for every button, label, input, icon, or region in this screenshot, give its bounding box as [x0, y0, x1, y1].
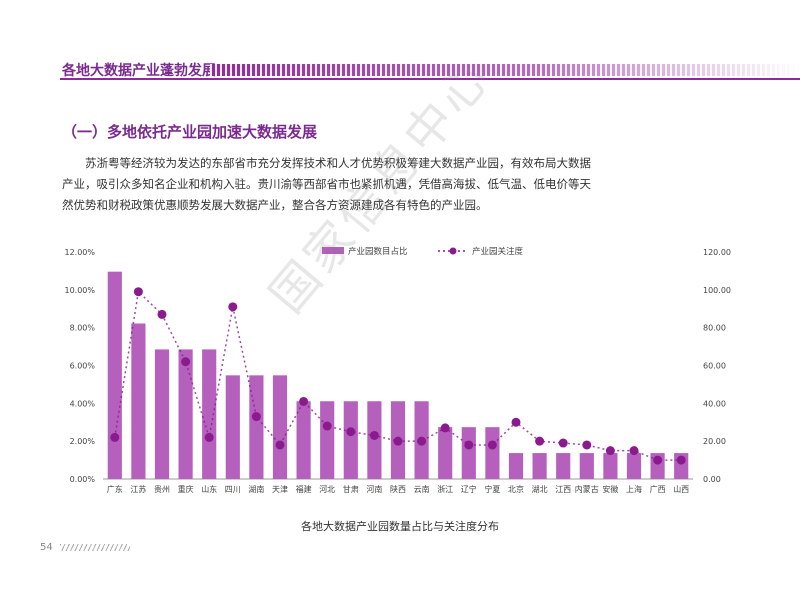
y-right-tick-label: 80.00 — [703, 324, 726, 333]
x-tick-label: 内蒙古 — [575, 484, 599, 494]
line-point — [558, 438, 568, 448]
x-tick-label: 广东 — [107, 484, 123, 494]
line-point — [346, 427, 356, 437]
x-tick-label: 山西 — [673, 484, 689, 494]
body-paragraph: 苏浙粤等经济较为发达的东部省市充分发挥技术和人才优势积极筹建大数据产业园，有效布… — [62, 156, 591, 212]
x-tick-label: 江西 — [555, 485, 571, 494]
header-bar — [60, 78, 800, 80]
bar — [343, 401, 358, 479]
bar — [603, 453, 618, 479]
x-tick-label: 河北 — [319, 484, 335, 494]
line-point — [676, 455, 686, 465]
bar — [178, 349, 193, 479]
chart-caption: 各地大数据产业园数量占比与关注度分布 — [301, 520, 499, 533]
bar — [272, 375, 288, 479]
legend-line-label: 产业园关注度 — [472, 246, 524, 257]
line-point — [653, 455, 663, 465]
x-tick-label: 宁夏 — [484, 484, 500, 494]
header-stripes — [210, 64, 800, 76]
footer-stripes — [60, 544, 130, 551]
y-left-tick-label: 6.00% — [70, 362, 96, 371]
line-point — [440, 423, 450, 433]
line-point — [464, 440, 474, 450]
x-tick-label: 甘肃 — [343, 484, 359, 494]
y-left-tick-label: 4.00% — [70, 399, 96, 408]
x-tick-label: 江苏 — [130, 484, 146, 494]
line-point — [157, 309, 167, 319]
y-left-tick-label: 0.00% — [70, 475, 96, 484]
line-point — [299, 396, 309, 406]
x-tick-label: 河南 — [366, 484, 382, 494]
y-left-tick-label: 10.00% — [64, 286, 95, 295]
line-point — [487, 440, 497, 450]
line-point — [110, 432, 120, 442]
bar — [579, 453, 594, 479]
x-tick-label: 福建 — [296, 484, 312, 494]
line-point — [582, 440, 592, 450]
bar — [532, 453, 547, 479]
line-point — [629, 446, 639, 456]
line-point — [511, 417, 521, 427]
x-tick-label: 重庆 — [178, 484, 194, 494]
bar — [225, 375, 240, 479]
x-tick-label: 天津 — [272, 484, 288, 494]
line-point — [393, 436, 403, 446]
y-left-tick-label: 8.00% — [70, 324, 96, 333]
x-tick-label: 湖北 — [532, 485, 548, 494]
line-point — [535, 436, 545, 446]
bar — [367, 401, 382, 479]
y-right-tick-label: 40.00 — [703, 399, 726, 408]
bar — [107, 271, 122, 479]
y-left-tick-label: 12.00% — [64, 248, 95, 257]
x-tick-label: 安徽 — [602, 484, 618, 494]
bar — [461, 427, 476, 479]
line-point — [228, 302, 238, 312]
bar — [131, 323, 146, 479]
x-tick-label: 云南 — [414, 484, 430, 494]
line-point — [133, 287, 143, 297]
line-point — [275, 440, 285, 450]
y-right-tick-label: 0.00 — [703, 475, 721, 484]
x-tick-label: 四川 — [225, 485, 241, 494]
legend-bar-swatch — [322, 247, 344, 254]
bar — [296, 401, 311, 479]
x-tick-label: 山东 — [201, 484, 217, 494]
bar — [438, 427, 453, 479]
line-point — [369, 430, 379, 440]
line-point — [251, 412, 261, 422]
y-right-tick-label: 20.00 — [703, 437, 726, 446]
line-point — [417, 436, 427, 446]
x-tick-label: 贵州 — [154, 484, 170, 494]
bar — [508, 453, 524, 479]
y-right-tick-label: 120.00 — [703, 248, 731, 257]
combo-chart: 0.00% 2.00% 4.00% 6.00% 8.00% 10.00% 12.00% 0.0… — [64, 246, 731, 494]
x-tick-label: 广西 — [650, 484, 666, 494]
bar — [626, 453, 642, 479]
y-left-tick-label: 2.00% — [70, 437, 96, 446]
chart-container: 0.00% 2.00% 4.00% 6.00% 8.00% 10.00% 12.00% 0.0… — [0, 238, 800, 518]
x-tick-label: 浙江 — [437, 484, 453, 494]
x-tick-label: 北京 — [508, 484, 524, 494]
x-tick-label: 辽宁 — [461, 484, 477, 494]
page-number: 54 — [40, 542, 53, 553]
bar — [485, 427, 500, 479]
legend-line-marker — [449, 247, 457, 255]
x-tick-label: 上海 — [626, 484, 642, 494]
line-point — [181, 357, 191, 367]
y-right-tick-label: 100.00 — [703, 286, 731, 295]
header-title: 各地大数据产业蓬勃发展 — [62, 63, 216, 79]
line-point — [204, 432, 214, 442]
y-right-tick-label: 60.00 — [703, 362, 726, 371]
section-title: （一）多地依托产业园加速大数据发展 — [62, 123, 318, 141]
x-tick-label: 陕西 — [390, 484, 406, 494]
line-point — [322, 421, 332, 431]
bar — [202, 349, 217, 479]
line-point — [605, 446, 615, 456]
bar — [556, 453, 571, 479]
legend-bar-label: 产业园数目占比 — [348, 246, 408, 257]
bar — [320, 401, 335, 479]
bar — [154, 349, 170, 479]
x-tick-label: 湖南 — [248, 484, 264, 494]
